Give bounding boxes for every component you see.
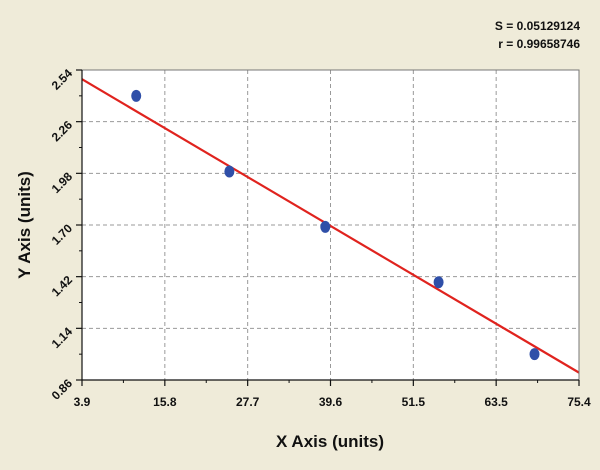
data-points — [131, 89, 540, 361]
data-point — [224, 165, 235, 178]
data-point — [320, 220, 331, 233]
x-axis-title: X Axis (units) — [276, 432, 384, 451]
x-tick-label: 15.8 — [153, 395, 177, 409]
x-tick-label: 39.6 — [319, 395, 343, 409]
y-axis-title: Y Axis (units) — [15, 171, 34, 279]
y-tick-label: 0.86 — [49, 376, 76, 403]
y-tick-label: 1.42 — [49, 273, 76, 300]
y-tick-label: 1.14 — [49, 324, 76, 351]
x-tick-label: 75.4 — [567, 395, 591, 409]
x-tick-label: 63.5 — [484, 395, 508, 409]
y-tick-label: 2.54 — [49, 66, 76, 93]
y-axis-ticks: 0.86 1.14 1.42 1.70 1.98 2.26 2.54 — [49, 66, 82, 403]
x-axis-ticks: 3.9 15.8 27.7 39.6 51.5 63.5 75.4 — [74, 380, 591, 409]
r-statistic: r = 0.99658746 — [498, 37, 580, 51]
y-tick-label: 1.70 — [49, 221, 76, 248]
data-point — [131, 89, 142, 102]
x-tick-label: 51.5 — [402, 395, 426, 409]
y-tick-label: 2.26 — [49, 118, 76, 145]
grid-lines — [82, 70, 579, 380]
x-tick-label: 3.9 — [74, 395, 91, 409]
data-point — [433, 276, 444, 289]
x-tick-label: 27.7 — [236, 395, 260, 409]
data-point — [529, 348, 540, 361]
s-statistic: S = 0.05129124 — [495, 19, 580, 33]
regression-line — [81, 78, 580, 374]
y-tick-label: 1.98 — [49, 169, 76, 196]
